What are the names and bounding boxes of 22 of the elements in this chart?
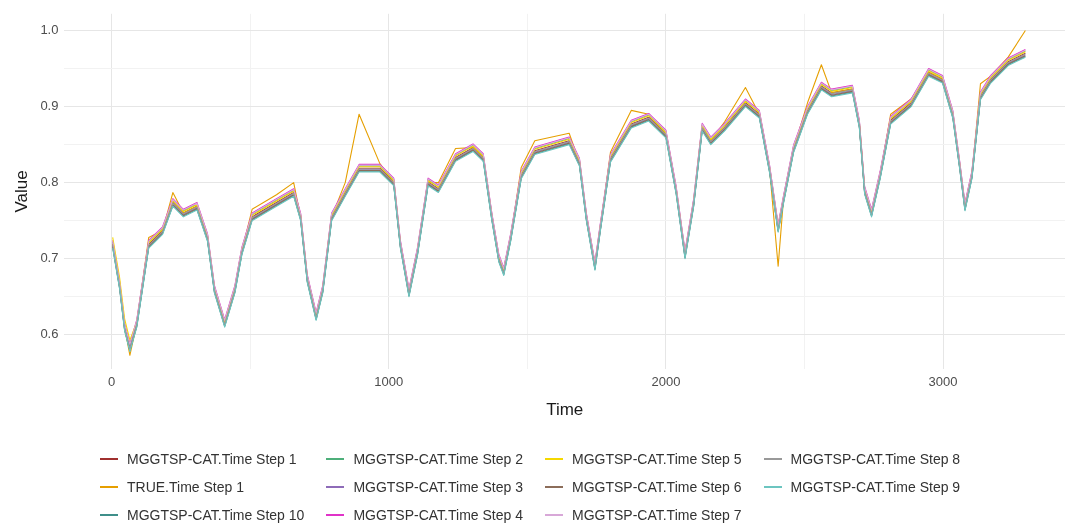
legend-label: MGGTSP-CAT.Time Step 10 — [127, 507, 305, 523]
y-tick-label: 0.7 — [40, 250, 59, 266]
legend-label: TRUE.Time Step 1 — [127, 479, 244, 495]
y-tick-label: 1.0 — [40, 22, 59, 38]
legend-label: MGGTSP-CAT.Time Step 4 — [353, 507, 523, 523]
legend-label: MGGTSP-CAT.Time Step 6 — [571, 479, 742, 495]
y-axis-title: Value — [11, 170, 31, 213]
legend-label: MGGTSP-CAT.Time Step 1 — [127, 451, 297, 467]
legend-label: MGGTSP-CAT.Time Step 7 — [571, 507, 742, 523]
legend-label: MGGTSP-CAT.Time Step 5 — [571, 451, 742, 467]
x-tick-label: 0 — [107, 374, 116, 390]
legend-label: MGGTSP-CAT.Time Step 3 — [353, 479, 523, 495]
legend-label: MGGTSP-CAT.Time Step 9 — [790, 479, 961, 495]
x-tick-label: 1000 — [374, 374, 404, 390]
legend-label: MGGTSP-CAT.Time Step 8 — [790, 451, 961, 467]
y-tick-label: 0.8 — [40, 174, 59, 190]
y-tick-label: 0.9 — [40, 98, 59, 114]
x-tick-label: 3000 — [928, 374, 958, 390]
y-tick-label: 0.6 — [40, 326, 59, 342]
legend-label: MGGTSP-CAT.Time Step 2 — [353, 451, 523, 467]
x-tick-label: 2000 — [651, 374, 681, 390]
x-axis-title: Time — [546, 400, 584, 420]
